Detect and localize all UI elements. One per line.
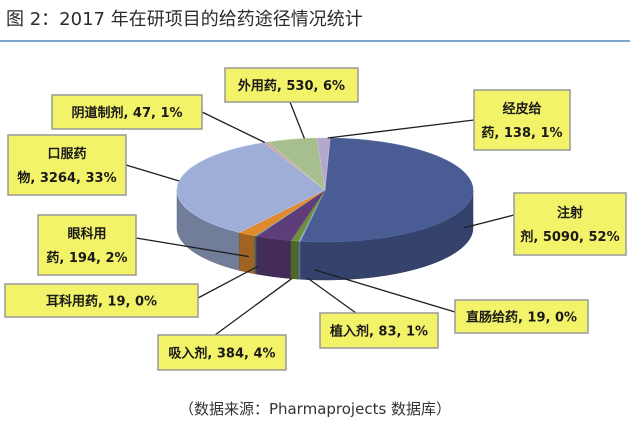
leader-line-2 bbox=[306, 277, 357, 314]
pie-slice-0 bbox=[299, 137, 474, 243]
data-label-4-line-0: 耳科用药, 19, 0% bbox=[46, 294, 157, 310]
data-label-8-line-0: 外用药, 530, 6% bbox=[237, 78, 345, 94]
pie-side-2 bbox=[290, 240, 299, 280]
data-label-0-line-1: 剂, 5090, 52% bbox=[519, 229, 619, 245]
leader-line-4 bbox=[197, 265, 259, 299]
data-label-0-line-0: 注射 bbox=[557, 205, 583, 221]
data-label-9-line-1: 药, 138, 1% bbox=[481, 125, 562, 141]
leader-line-0 bbox=[463, 214, 515, 229]
callout-box-3 bbox=[157, 334, 287, 371]
leader-line-7 bbox=[201, 111, 266, 144]
callout-box-9 bbox=[473, 89, 571, 151]
data-label-5-line-0: 眼科用 bbox=[67, 226, 106, 242]
callout-box-1 bbox=[454, 299, 589, 334]
data-label-9-line-0: 经皮给 bbox=[502, 101, 541, 117]
leader-line-5 bbox=[135, 237, 249, 258]
leader-line-1 bbox=[314, 269, 456, 313]
callout-box-8 bbox=[224, 67, 359, 103]
pie-side-1 bbox=[298, 240, 301, 280]
data-label-6-line-0: 口服药 bbox=[47, 146, 86, 162]
pie-side-5 bbox=[239, 232, 256, 275]
callout-box-6 bbox=[7, 134, 127, 196]
data-label-7-line-0: 阴道制剂, 47, 1% bbox=[71, 105, 182, 121]
leader-line-9 bbox=[327, 119, 475, 139]
chart-title: 图 2：2017 年在研项目的给药途径情况统计 bbox=[6, 9, 363, 30]
pie-slice-6 bbox=[176, 142, 326, 233]
leader-line-8 bbox=[289, 101, 306, 139]
leader-line-3 bbox=[214, 278, 293, 336]
callout-box-7 bbox=[51, 94, 203, 130]
pie-chart: 注射剂, 5090, 52% 直肠给药, 19, 0% 植入剂, 83, 1% 吸入剂… bbox=[4, 67, 627, 371]
data-label-5-line-1: 药, 194, 2% bbox=[46, 250, 127, 266]
leader-line-6 bbox=[125, 164, 180, 182]
data-label-2-line-0: 植入剂, 83, 1% bbox=[329, 324, 428, 340]
data-label-3-line-0: 吸入剂, 384, 4% bbox=[168, 346, 275, 362]
callout-box-2 bbox=[319, 312, 439, 349]
data-label-1-line-0: 直肠给药, 19, 0% bbox=[466, 310, 577, 326]
callout-box-4 bbox=[4, 283, 199, 318]
data-source-note: （数据来源：Pharmaprojects 数据库） bbox=[178, 400, 452, 418]
callout-box-5 bbox=[37, 214, 137, 276]
callout-box-0 bbox=[513, 192, 627, 256]
data-label-6-line-1: 物, 3264, 33% bbox=[17, 170, 116, 186]
title-divider bbox=[0, 40, 630, 42]
pie-side-3 bbox=[256, 235, 292, 279]
